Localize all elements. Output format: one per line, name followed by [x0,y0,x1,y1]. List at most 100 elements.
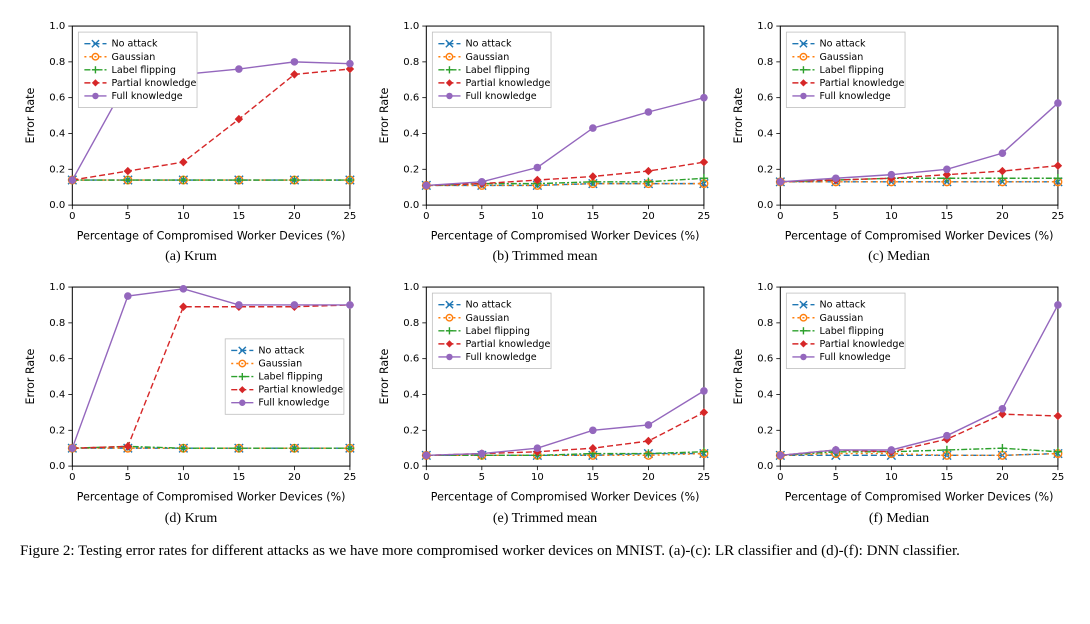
svg-text:20: 20 [288,211,301,222]
svg-text:10: 10 [531,211,544,222]
svg-text:0.0: 0.0 [757,200,773,211]
svg-text:Full knowledge: Full knowledge [820,91,891,102]
svg-text:10: 10 [885,211,898,222]
svg-text:Error Rate: Error Rate [24,349,37,405]
svg-text:0.0: 0.0 [403,461,419,472]
svg-text:No attack: No attack [258,346,304,357]
svg-text:0.4: 0.4 [757,390,773,401]
svg-text:0.6: 0.6 [49,93,65,104]
svg-text:Label flipping: Label flipping [820,65,884,76]
panel-c: 05101520250.00.20.40.60.81.0Percentage o… [728,16,1070,269]
svg-text:Label flipping: Label flipping [258,372,322,383]
svg-text:Partial knowledge: Partial knowledge [466,78,551,89]
svg-text:20: 20 [996,211,1009,222]
svg-text:1.0: 1.0 [757,21,773,32]
svg-text:0.4: 0.4 [403,128,419,139]
svg-text:1.0: 1.0 [49,282,65,293]
svg-text:Percentage of Compromised Work: Percentage of Compromised Worker Devices… [77,491,346,504]
svg-text:0.4: 0.4 [403,390,419,401]
svg-text:1.0: 1.0 [49,21,65,32]
svg-text:25: 25 [698,473,711,484]
svg-text:0.8: 0.8 [403,57,419,68]
svg-text:No attack: No attack [466,39,512,50]
svg-text:5: 5 [479,211,485,222]
svg-text:Partial knowledge: Partial knowledge [466,339,551,350]
svg-text:Partial knowledge: Partial knowledge [820,78,905,89]
svg-text:Error Rate: Error Rate [378,87,391,143]
panel-a: 05101520250.00.20.40.60.81.0Percentage o… [20,16,362,269]
svg-text:Percentage of Compromised Work: Percentage of Compromised Worker Devices… [785,491,1054,504]
panel-d: 05101520250.00.20.40.60.81.0Percentage o… [20,277,362,530]
svg-text:1.0: 1.0 [403,282,419,293]
figure-grid: 0 5 10 15 20 25 0.0 0.2 0.4 0.6 0.8 1.0 Percentage o… [20,16,1070,531]
svg-text:0: 0 [777,473,783,484]
svg-text:0.0: 0.0 [49,200,65,211]
svg-text:0.6: 0.6 [403,354,419,365]
svg-text:0.2: 0.2 [49,426,65,437]
svg-text:20: 20 [642,473,655,484]
svg-text:Gaussian: Gaussian [466,52,510,63]
svg-text:0.8: 0.8 [757,57,773,68]
svg-text:20: 20 [642,211,655,222]
svg-text:25: 25 [1052,473,1065,484]
svg-text:15: 15 [586,211,599,222]
svg-text:25: 25 [344,211,357,222]
sub-caption-d: (d) Krum [20,511,362,527]
svg-text:Percentage of Compromised Work: Percentage of Compromised Worker Devices… [431,229,700,242]
svg-text:Full knowledge: Full knowledge [466,91,537,102]
svg-text:0.4: 0.4 [49,390,65,401]
svg-text:0.8: 0.8 [403,318,419,329]
svg-text:5: 5 [125,211,131,222]
svg-text:0: 0 [777,211,783,222]
svg-text:Partial knowledge: Partial knowledge [258,385,343,396]
panel-f: 05101520250.00.20.40.60.81.0Percentage o… [728,277,1070,530]
svg-text:0.2: 0.2 [403,426,419,437]
svg-text:1.0: 1.0 [403,21,419,32]
svg-text:0.6: 0.6 [403,93,419,104]
svg-text:Percentage of Compromised Work: Percentage of Compromised Worker Devices… [785,229,1054,242]
svg-text:5: 5 [125,473,131,484]
svg-text:Label flipping: Label flipping [466,326,530,337]
figure-caption: Figure 2: Testing error rates for differ… [20,541,1070,561]
svg-text:No attack: No attack [820,39,866,50]
svg-text:Gaussian: Gaussian [258,359,302,370]
svg-text:5: 5 [833,473,839,484]
svg-text:15: 15 [586,473,599,484]
sub-caption-e: (e) Trimmed mean [374,511,716,527]
svg-text:0: 0 [423,473,429,484]
svg-text:10: 10 [885,473,898,484]
svg-text:0.4: 0.4 [757,128,773,139]
svg-text:25: 25 [344,473,357,484]
svg-text:Error Rate: Error Rate [732,87,745,143]
svg-text:10: 10 [531,473,544,484]
svg-text:0.6: 0.6 [757,354,773,365]
svg-text:Error Rate: Error Rate [732,349,745,405]
svg-text:0: 0 [423,211,429,222]
sub-caption-f: (f) Median [728,511,1070,527]
svg-text:No attack: No attack [112,39,158,50]
svg-text:Percentage of Compromised Work: Percentage of Compromised Worker Devices… [77,229,346,242]
svg-text:0.0: 0.0 [49,461,65,472]
svg-text:Label flipping: Label flipping [466,65,530,76]
svg-text:Label flipping: Label flipping [820,326,884,337]
svg-text:0.0: 0.0 [757,461,773,472]
svg-text:Label flipping: Label flipping [112,65,176,76]
svg-text:0.8: 0.8 [49,57,65,68]
svg-text:No attack: No attack [820,300,866,311]
svg-text:Gaussian: Gaussian [820,52,864,63]
svg-text:0.6: 0.6 [757,93,773,104]
svg-text:0: 0 [69,473,75,484]
svg-text:5: 5 [479,473,485,484]
svg-text:No attack: No attack [466,300,512,311]
sub-caption-a: (a) Krum [20,249,362,265]
svg-text:0.4: 0.4 [49,128,65,139]
svg-text:Full knowledge: Full knowledge [820,352,891,363]
svg-text:0.2: 0.2 [49,164,65,175]
svg-text:25: 25 [698,211,711,222]
svg-text:20: 20 [288,473,301,484]
panel-b: 05101520250.00.20.40.60.81.0Percentage o… [374,16,716,269]
svg-text:20: 20 [996,473,1009,484]
svg-text:15: 15 [232,211,245,222]
svg-text:25: 25 [1052,211,1065,222]
panel-e: 05101520250.00.20.40.60.81.0Percentage o… [374,277,716,530]
